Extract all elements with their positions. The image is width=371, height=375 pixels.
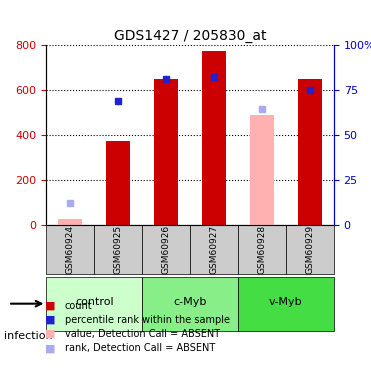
FancyBboxPatch shape: [94, 225, 142, 274]
FancyBboxPatch shape: [46, 277, 142, 331]
Text: GSM60924: GSM60924: [66, 225, 75, 274]
Text: GSM60925: GSM60925: [114, 225, 123, 274]
Bar: [154, 79, 178, 225]
Bar: [106, 141, 130, 225]
FancyBboxPatch shape: [238, 277, 334, 331]
Text: v-Myb: v-Myb: [269, 297, 303, 307]
FancyBboxPatch shape: [190, 225, 238, 274]
FancyBboxPatch shape: [142, 225, 190, 274]
Bar: [202, 51, 226, 225]
Text: count: count: [65, 301, 92, 310]
Text: GSM60927: GSM60927: [210, 225, 219, 274]
Bar: [250, 115, 274, 225]
Text: value, Detection Call = ABSENT: value, Detection Call = ABSENT: [65, 329, 220, 339]
Text: c-Myb: c-Myb: [174, 297, 207, 307]
FancyBboxPatch shape: [238, 225, 286, 274]
Text: rank, Detection Call = ABSENT: rank, Detection Call = ABSENT: [65, 344, 215, 353]
Text: ■: ■: [45, 315, 55, 325]
FancyBboxPatch shape: [286, 225, 334, 274]
Bar: [298, 79, 322, 225]
Text: GSM60929: GSM60929: [305, 225, 315, 274]
Title: GDS1427 / 205830_at: GDS1427 / 205830_at: [114, 28, 266, 43]
FancyBboxPatch shape: [46, 225, 94, 274]
Text: GSM60928: GSM60928: [257, 225, 266, 274]
Text: control: control: [75, 297, 114, 307]
Bar: [58, 219, 82, 225]
Text: ■: ■: [45, 301, 55, 310]
Text: GSM60926: GSM60926: [162, 225, 171, 274]
Text: percentile rank within the sample: percentile rank within the sample: [65, 315, 230, 325]
Text: ■: ■: [45, 329, 55, 339]
Text: ■: ■: [45, 344, 55, 353]
Text: infection: infection: [4, 331, 52, 340]
FancyBboxPatch shape: [142, 277, 238, 331]
